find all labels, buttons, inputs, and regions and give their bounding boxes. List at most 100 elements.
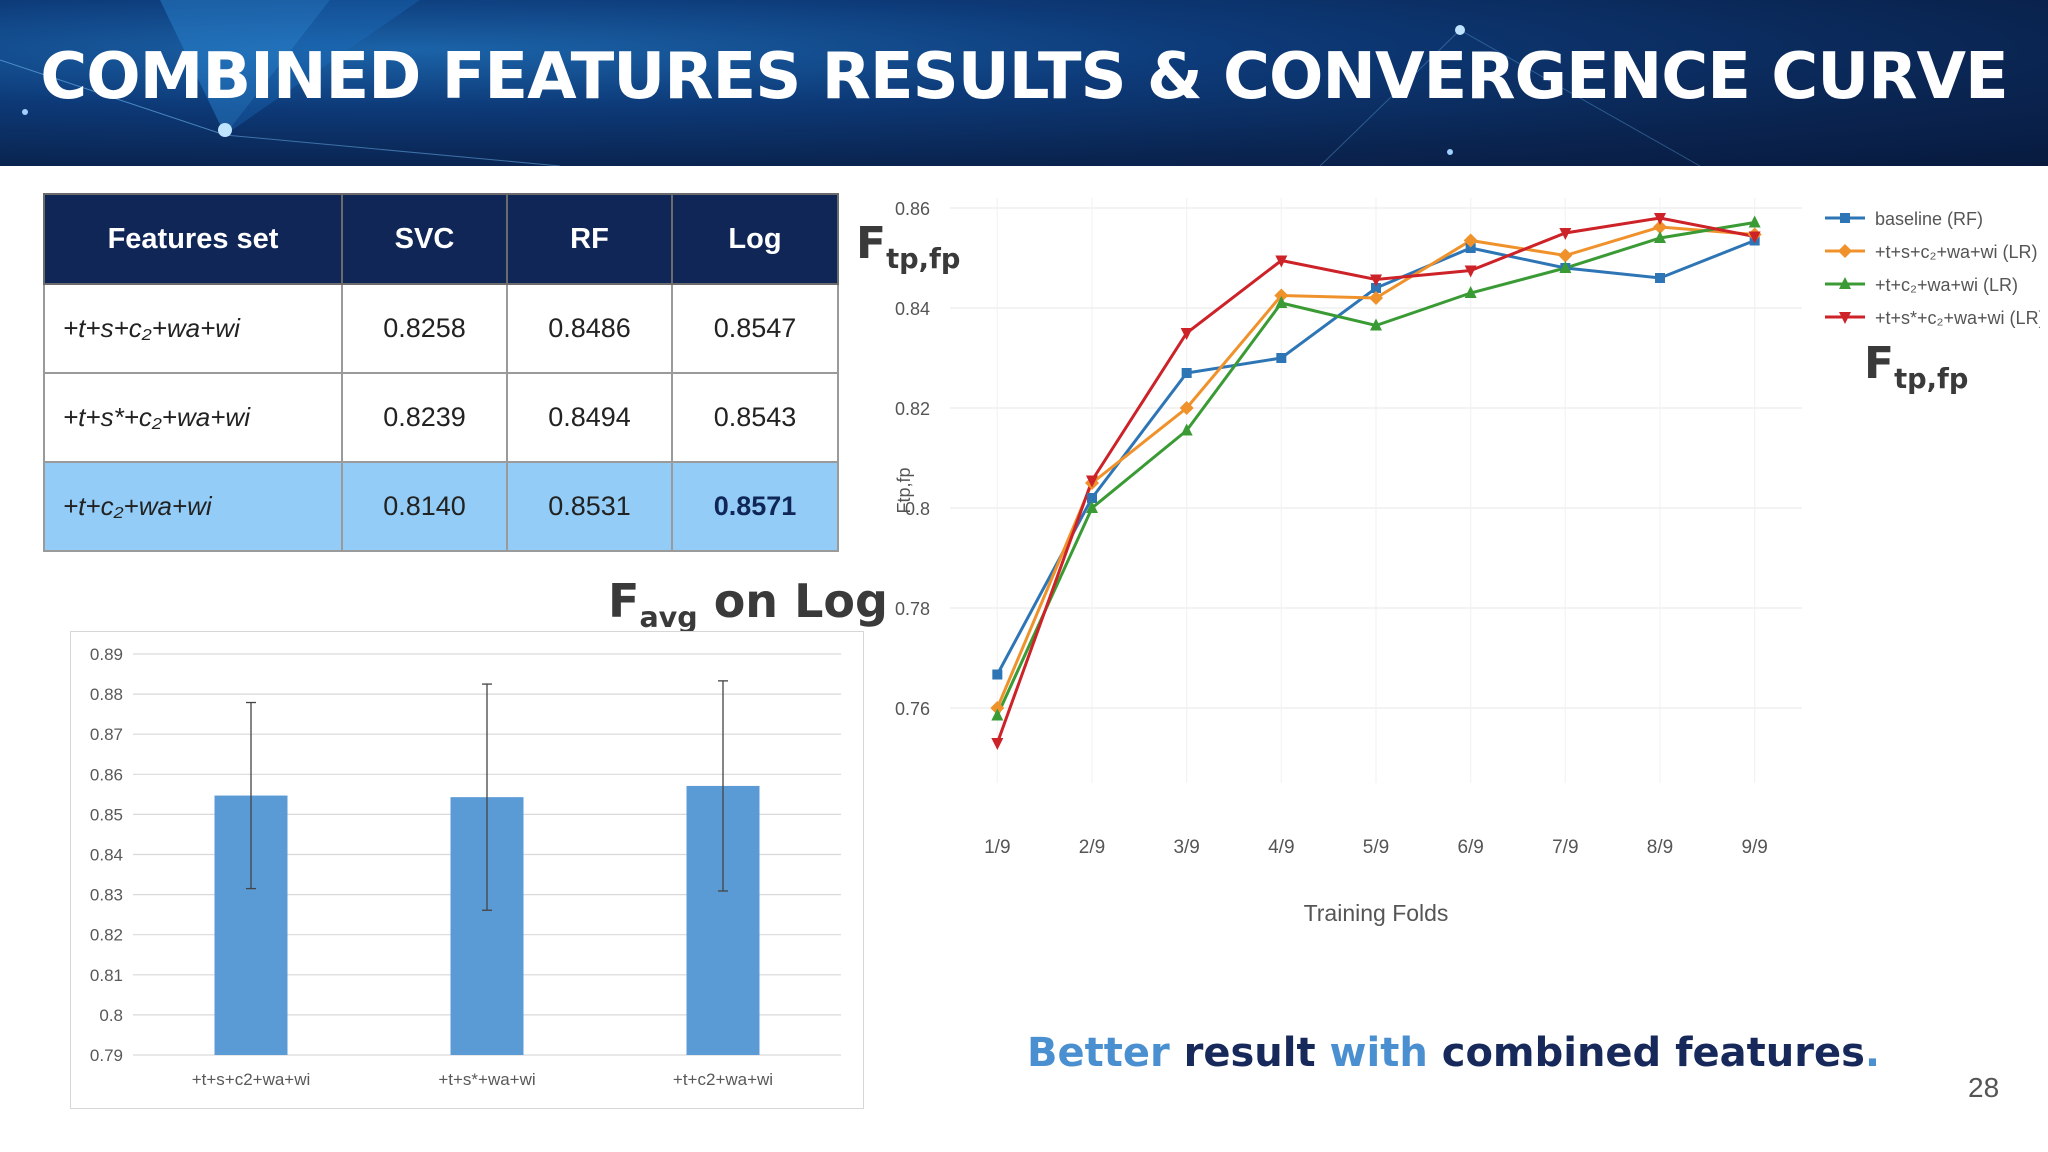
line-point (1464, 265, 1477, 278)
legend-entry: +t+c₂+wa+wi (LR) (1875, 275, 2018, 295)
bar-y-tick-label: 0.82 (90, 926, 123, 945)
line-point (1748, 215, 1761, 228)
header-rf: RF (506, 193, 673, 285)
line-point (1274, 288, 1289, 303)
bar-x-tick-label: +t+s+c2+wa+wi (192, 1070, 311, 1089)
ftp-label-left: Ftp,fp (856, 218, 960, 275)
favg-sub: avg (639, 601, 698, 635)
conclusion-with: with (1329, 1030, 1428, 1076)
line-y-tick-label: 0.86 (895, 199, 930, 219)
bar-y-tick-label: 0.83 (90, 886, 123, 905)
table-row-highlighted: +t+c₂+wa+wi 0.8140 0.8531 0.8571 (43, 461, 839, 552)
feature-cell: +t+c₂+wa+wi (43, 461, 343, 552)
slide-title: COMBINED FEATURES RESULTS & CONVERGENCE … (40, 40, 2008, 114)
line-point (991, 708, 1004, 721)
feature-cell: +t+s+c₂+wa+wi (43, 283, 343, 374)
line-y-tick-label: 0.8 (905, 499, 930, 519)
conclusion-combined: combined features (1427, 1030, 1865, 1076)
legend-entry: baseline (RF) (1875, 209, 1983, 229)
line-point (1276, 353, 1287, 363)
line-x-tick-label: 2/9 (1079, 837, 1105, 858)
table-header-row: Features set SVC RF Log (43, 193, 839, 285)
header-log: Log (671, 193, 839, 285)
table-row: +t+s*+c₂+wa+wi 0.8239 0.8494 0.8543 (43, 372, 839, 463)
line-point (1179, 401, 1194, 415)
bar-y-tick-label: 0.8 (99, 1006, 123, 1025)
line-point (1086, 501, 1098, 513)
bar-y-tick-label: 0.85 (90, 805, 123, 824)
line-point (1465, 243, 1476, 253)
ftp-main: F (856, 218, 887, 269)
banner-decoration (0, 0, 1701, 166)
line-y-tick-label: 0.82 (895, 399, 930, 419)
conclusion-text: Better result with combined features. (1027, 1030, 1880, 1076)
line-point (1180, 328, 1193, 340)
line-y-axis-title: Ftp,fp (894, 467, 914, 513)
line-point (1558, 248, 1573, 263)
line-point (1181, 368, 1192, 378)
line-point (992, 669, 1003, 680)
svc-cell: 0.8258 (341, 283, 508, 374)
line-point (1275, 296, 1288, 308)
line-point (1370, 318, 1382, 331)
line-chart: 0.86 0.84 0.82 0.8 0.78 0.76 1/9 2/9 3/9 4/9 5/9 6/… (894, 198, 2040, 926)
line-x-tick-label: 4/9 (1268, 837, 1294, 858)
bar-x-tick-label: +t+s*+wa+wi (438, 1070, 535, 1089)
line-point (1653, 220, 1667, 234)
rf-cell: 0.8486 (506, 283, 673, 374)
line-point (1654, 231, 1666, 243)
page-number: 28 (1968, 1072, 2000, 1103)
ftp-main: F (1864, 338, 1895, 389)
line-point (1839, 312, 1851, 324)
line-point (1655, 273, 1665, 283)
line-point (1838, 244, 1852, 258)
line-point (1748, 231, 1761, 244)
favg-main: F (608, 574, 640, 628)
line-point (1464, 286, 1477, 298)
bar-y-tick-label: 0.86 (90, 765, 123, 784)
svc-cell: 0.8140 (341, 461, 508, 552)
line-x-tick-label: 5/9 (1363, 837, 1389, 858)
table-row: +t+s+c₂+wa+wi 0.8258 0.8486 0.8547 (43, 283, 839, 374)
favg-label: Favg on Log (608, 574, 888, 634)
line-point (1559, 261, 1572, 273)
line-y-tick-label: 0.78 (895, 599, 930, 619)
title-banner: COMBINED FEATURES RESULTS & CONVERGENCE … (0, 0, 2048, 166)
log-cell: 0.8543 (671, 372, 839, 463)
bar-y-tick-label: 0.89 (90, 645, 123, 664)
line-point (1840, 213, 1850, 223)
bar-chart-frame: 0.89 0.88 0.87 0.86 0.85 0.84 0.83 0.82 0.81 0.8 0… (70, 631, 864, 1109)
legend-entry: +t+s*+c₂+wa+wi (LR) (1875, 308, 2040, 328)
ftp-label-right: Ftp,fp (1864, 338, 1968, 395)
conclusion-better: Better (1027, 1030, 1170, 1076)
bar-y-tick-label: 0.79 (90, 1046, 123, 1065)
line-point (1370, 274, 1382, 287)
line-point (990, 701, 1005, 715)
header-features-set: Features set (43, 193, 343, 285)
results-table: Features set SVC RF Log +t+s+c₂+wa+wi 0.… (43, 193, 839, 552)
ftp-sub: tp,fp (1894, 363, 1969, 395)
bar-x-tick-label: +t+c2+wa+wi (673, 1070, 773, 1089)
bar-chart: 0.89 0.88 0.87 0.86 0.85 0.84 0.83 0.82 0.81 0.8 0… (90, 645, 841, 1089)
log-cell: 0.8547 (671, 283, 839, 374)
bar-y-tick-label: 0.84 (90, 846, 123, 865)
line-point (1275, 255, 1288, 268)
legend-entry: +t+s+c₂+wa+wi (LR) (1875, 242, 2038, 262)
line-point (1369, 291, 1383, 305)
conclusion-result: result (1169, 1030, 1330, 1076)
line-point (1839, 277, 1851, 289)
ftp-sub: tp,fp (886, 243, 961, 275)
svc-cell: 0.8239 (341, 372, 508, 463)
line-point (1086, 475, 1098, 488)
line-x-tick-label: 9/9 (1741, 837, 1767, 858)
line-x-tick-label: 8/9 (1647, 837, 1673, 858)
conclusion-period: . (1864, 1030, 1881, 1076)
line-point (1559, 228, 1572, 240)
favg-suffix: on Log (697, 574, 888, 628)
line-y-tick-label: 0.76 (895, 699, 930, 719)
line-y-tick-label: 0.84 (895, 299, 930, 319)
line-x-tick-label: 6/9 (1457, 837, 1483, 858)
line-point (1180, 423, 1193, 436)
line-point (1371, 283, 1381, 293)
line-point (991, 738, 1004, 750)
